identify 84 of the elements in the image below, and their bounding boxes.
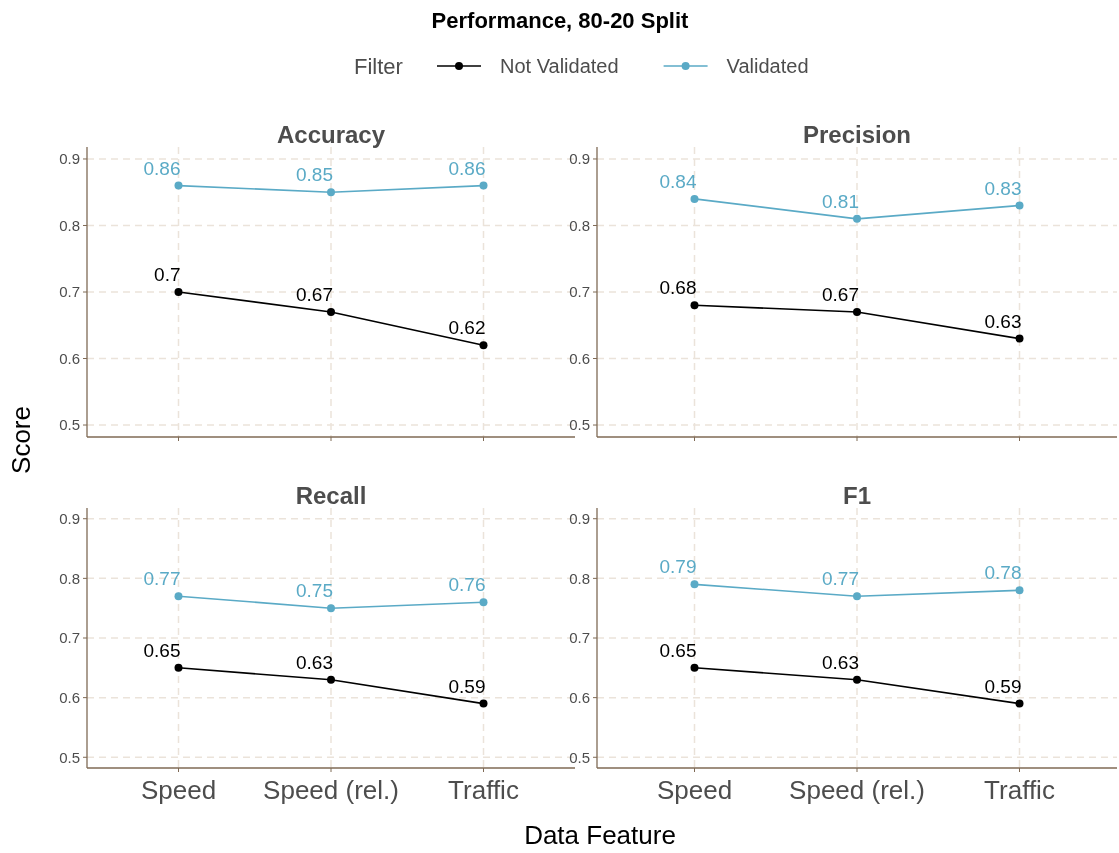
chart-subtitle: Recall — [295, 482, 367, 509]
data-label: 0.77 — [143, 568, 181, 590]
point — [479, 598, 488, 607]
point — [174, 181, 183, 190]
x-axis-title: Data Feature — [524, 820, 676, 850]
y-tick-label: 0.9 — [59, 509, 80, 527]
legend-label: Validated — [726, 55, 809, 77]
y-tick-label: 0.8 — [59, 216, 80, 234]
data-label: 0.63 — [822, 651, 859, 673]
point — [479, 181, 488, 190]
point — [327, 604, 335, 613]
y-tick-label: 0.7 — [59, 283, 80, 301]
y-tick-label: 0.8 — [59, 569, 80, 587]
x-tick-label: Traffic — [448, 775, 519, 805]
data-label: 0.65 — [659, 639, 697, 661]
point — [690, 663, 699, 672]
chart-subtitle: F1 — [842, 482, 872, 509]
data-label: 0.63 — [296, 651, 333, 673]
point — [1015, 201, 1024, 210]
data-label: 0.59 — [448, 675, 486, 697]
x-tick-label: Speed (rel.) — [263, 775, 399, 805]
y-tick-label: 0.7 — [569, 283, 590, 301]
chart-subtitle: Precision — [802, 121, 912, 148]
point — [690, 194, 699, 203]
data-label: 0.65 — [143, 639, 181, 661]
y-tick-label: 0.9 — [569, 509, 590, 527]
y-tick-label: 0.9 — [569, 150, 590, 168]
x-tick-label: Speed — [656, 775, 733, 805]
point — [690, 301, 699, 310]
data-label: 0.67 — [822, 283, 859, 305]
point — [327, 675, 335, 684]
y-tick-label: 0.5 — [59, 748, 80, 766]
point — [853, 675, 861, 684]
y-tick-label: 0.6 — [569, 688, 590, 706]
point — [1015, 334, 1024, 343]
point — [690, 580, 699, 589]
point — [327, 188, 335, 197]
data-label: 0.78 — [984, 562, 1022, 584]
data-label: 0.68 — [659, 277, 697, 299]
y-tick-label: 0.7 — [569, 629, 590, 647]
y-tick-label: 0.9 — [59, 150, 80, 168]
point — [174, 592, 183, 601]
x-tick-label: Speed (rel.) — [789, 775, 925, 805]
data-label: 0.67 — [296, 283, 333, 305]
data-label: 0.81 — [822, 190, 859, 212]
data-label: 0.62 — [448, 317, 486, 339]
data-label: 0.83 — [984, 177, 1022, 199]
y-tick-label: 0.7 — [59, 629, 80, 647]
y-tick-label: 0.6 — [569, 349, 590, 367]
point — [853, 592, 861, 601]
point — [1015, 586, 1024, 595]
chart-title: Performance, 80-20 Split — [431, 8, 690, 33]
y-tick-label: 0.5 — [569, 748, 590, 766]
legend-title: Filter — [354, 54, 403, 79]
chart-subtitle: Accuracy — [276, 121, 386, 148]
point — [479, 341, 488, 350]
y-tick-label: 0.8 — [569, 569, 590, 587]
data-label: 0.7 — [154, 264, 181, 285]
point — [174, 663, 183, 672]
point — [1015, 699, 1024, 708]
y-tick-label: 0.5 — [569, 416, 590, 434]
x-tick-label: Speed — [140, 775, 217, 805]
data-label: 0.63 — [984, 310, 1022, 332]
data-label: 0.79 — [659, 556, 697, 578]
point — [327, 307, 335, 316]
y-tick-label: 0.6 — [59, 349, 80, 367]
data-label: 0.86 — [448, 157, 486, 179]
y-tick-label: 0.6 — [59, 688, 80, 706]
data-label: 0.59 — [984, 675, 1022, 697]
point — [174, 288, 183, 296]
point — [853, 214, 861, 223]
data-label: 0.77 — [822, 568, 859, 590]
point — [853, 307, 861, 316]
x-tick-label: Traffic — [984, 775, 1055, 805]
point — [479, 699, 488, 708]
data-label: 0.75 — [296, 580, 333, 602]
data-label: 0.85 — [296, 164, 333, 186]
data-label: 0.76 — [448, 574, 486, 596]
y-axis-title: Score — [6, 406, 36, 474]
y-tick-label: 0.5 — [59, 416, 80, 434]
y-tick-label: 0.8 — [569, 216, 590, 234]
data-label: 0.84 — [659, 170, 697, 192]
legend-label: Not Validated — [500, 55, 619, 77]
data-label: 0.86 — [143, 157, 181, 179]
